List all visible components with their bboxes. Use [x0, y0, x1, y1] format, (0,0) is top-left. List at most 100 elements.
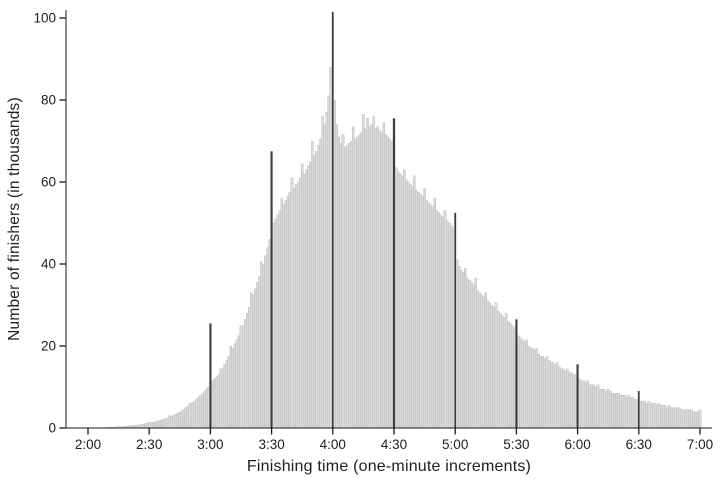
bar	[256, 282, 259, 429]
bar	[274, 218, 277, 429]
x-tick-label: 2:30	[136, 437, 162, 452]
bar	[245, 313, 249, 429]
bar	[356, 136, 359, 429]
highlight-bar	[270, 151, 273, 428]
bar	[651, 403, 655, 429]
bar	[333, 99, 337, 429]
bar	[250, 292, 253, 429]
bar	[176, 413, 179, 429]
bar	[201, 393, 204, 429]
bar	[566, 368, 569, 429]
bar	[604, 390, 608, 429]
bar	[490, 304, 494, 429]
bar	[611, 392, 614, 429]
bar	[682, 409, 685, 429]
bar	[199, 395, 202, 429]
bar	[264, 255, 267, 429]
bar	[584, 382, 587, 429]
bar	[286, 196, 290, 429]
x-tick-label: 4:00	[320, 437, 346, 452]
bar	[664, 405, 667, 429]
bar	[362, 114, 365, 429]
bar	[370, 124, 373, 429]
bar	[152, 422, 155, 429]
bar	[482, 296, 485, 429]
bar	[170, 415, 173, 429]
bar	[668, 405, 671, 429]
bar	[462, 272, 465, 429]
bar	[213, 378, 216, 429]
bar	[296, 181, 300, 429]
bar	[278, 210, 281, 429]
bar	[572, 374, 575, 429]
highlight-bar	[637, 391, 640, 428]
bar	[545, 356, 549, 429]
bar	[535, 347, 538, 429]
bar	[609, 390, 612, 429]
x-tick-label: 4:30	[381, 437, 407, 452]
x-tick-label: 5:00	[442, 437, 468, 452]
bar	[182, 409, 186, 429]
bar	[315, 151, 318, 429]
bar	[655, 405, 659, 429]
bar	[347, 142, 351, 429]
bar	[547, 360, 551, 429]
bar	[164, 418, 167, 429]
bar	[321, 116, 324, 429]
x-tick-label: 6:00	[564, 437, 590, 452]
bar	[494, 302, 498, 429]
bar	[327, 95, 330, 429]
bar	[221, 368, 224, 429]
bar	[631, 397, 634, 429]
bar	[368, 126, 371, 429]
bar	[366, 118, 369, 429]
bar	[145, 423, 149, 429]
bar	[301, 163, 304, 429]
y-tick-label: 0	[48, 421, 56, 436]
bar	[384, 134, 388, 429]
bar	[590, 384, 594, 429]
bar	[447, 222, 451, 429]
bar	[223, 364, 226, 429]
bar	[686, 409, 689, 429]
bar	[380, 132, 383, 429]
bar	[192, 401, 196, 429]
bar	[172, 415, 175, 429]
bar	[533, 349, 536, 429]
highlighted-bars	[209, 11, 640, 428]
bar	[602, 388, 606, 429]
bar	[317, 144, 320, 429]
bar	[233, 343, 237, 429]
bar	[666, 407, 669, 429]
bar	[451, 226, 455, 429]
bar	[541, 356, 545, 429]
bar	[372, 116, 375, 429]
bar	[574, 374, 577, 429]
bar	[470, 282, 473, 429]
bar	[480, 294, 483, 429]
bar	[676, 407, 679, 429]
bar	[641, 401, 645, 429]
bar	[431, 206, 434, 429]
bar	[649, 403, 653, 429]
bar	[647, 401, 651, 429]
bar	[311, 140, 314, 429]
bar	[339, 142, 343, 429]
y-tick-label: 60	[41, 175, 56, 190]
bar	[592, 384, 596, 429]
bar	[678, 407, 681, 429]
bar	[474, 278, 477, 429]
bar	[337, 136, 341, 429]
bar	[433, 198, 436, 429]
bar	[502, 317, 506, 429]
bar	[292, 187, 296, 429]
bar	[178, 411, 181, 429]
bar	[411, 185, 414, 429]
y-tick-label: 20	[41, 339, 56, 354]
bar	[409, 183, 412, 429]
bar	[407, 181, 410, 429]
bar	[484, 292, 487, 429]
bar	[260, 261, 263, 429]
bar	[343, 146, 347, 429]
bar	[184, 407, 188, 429]
